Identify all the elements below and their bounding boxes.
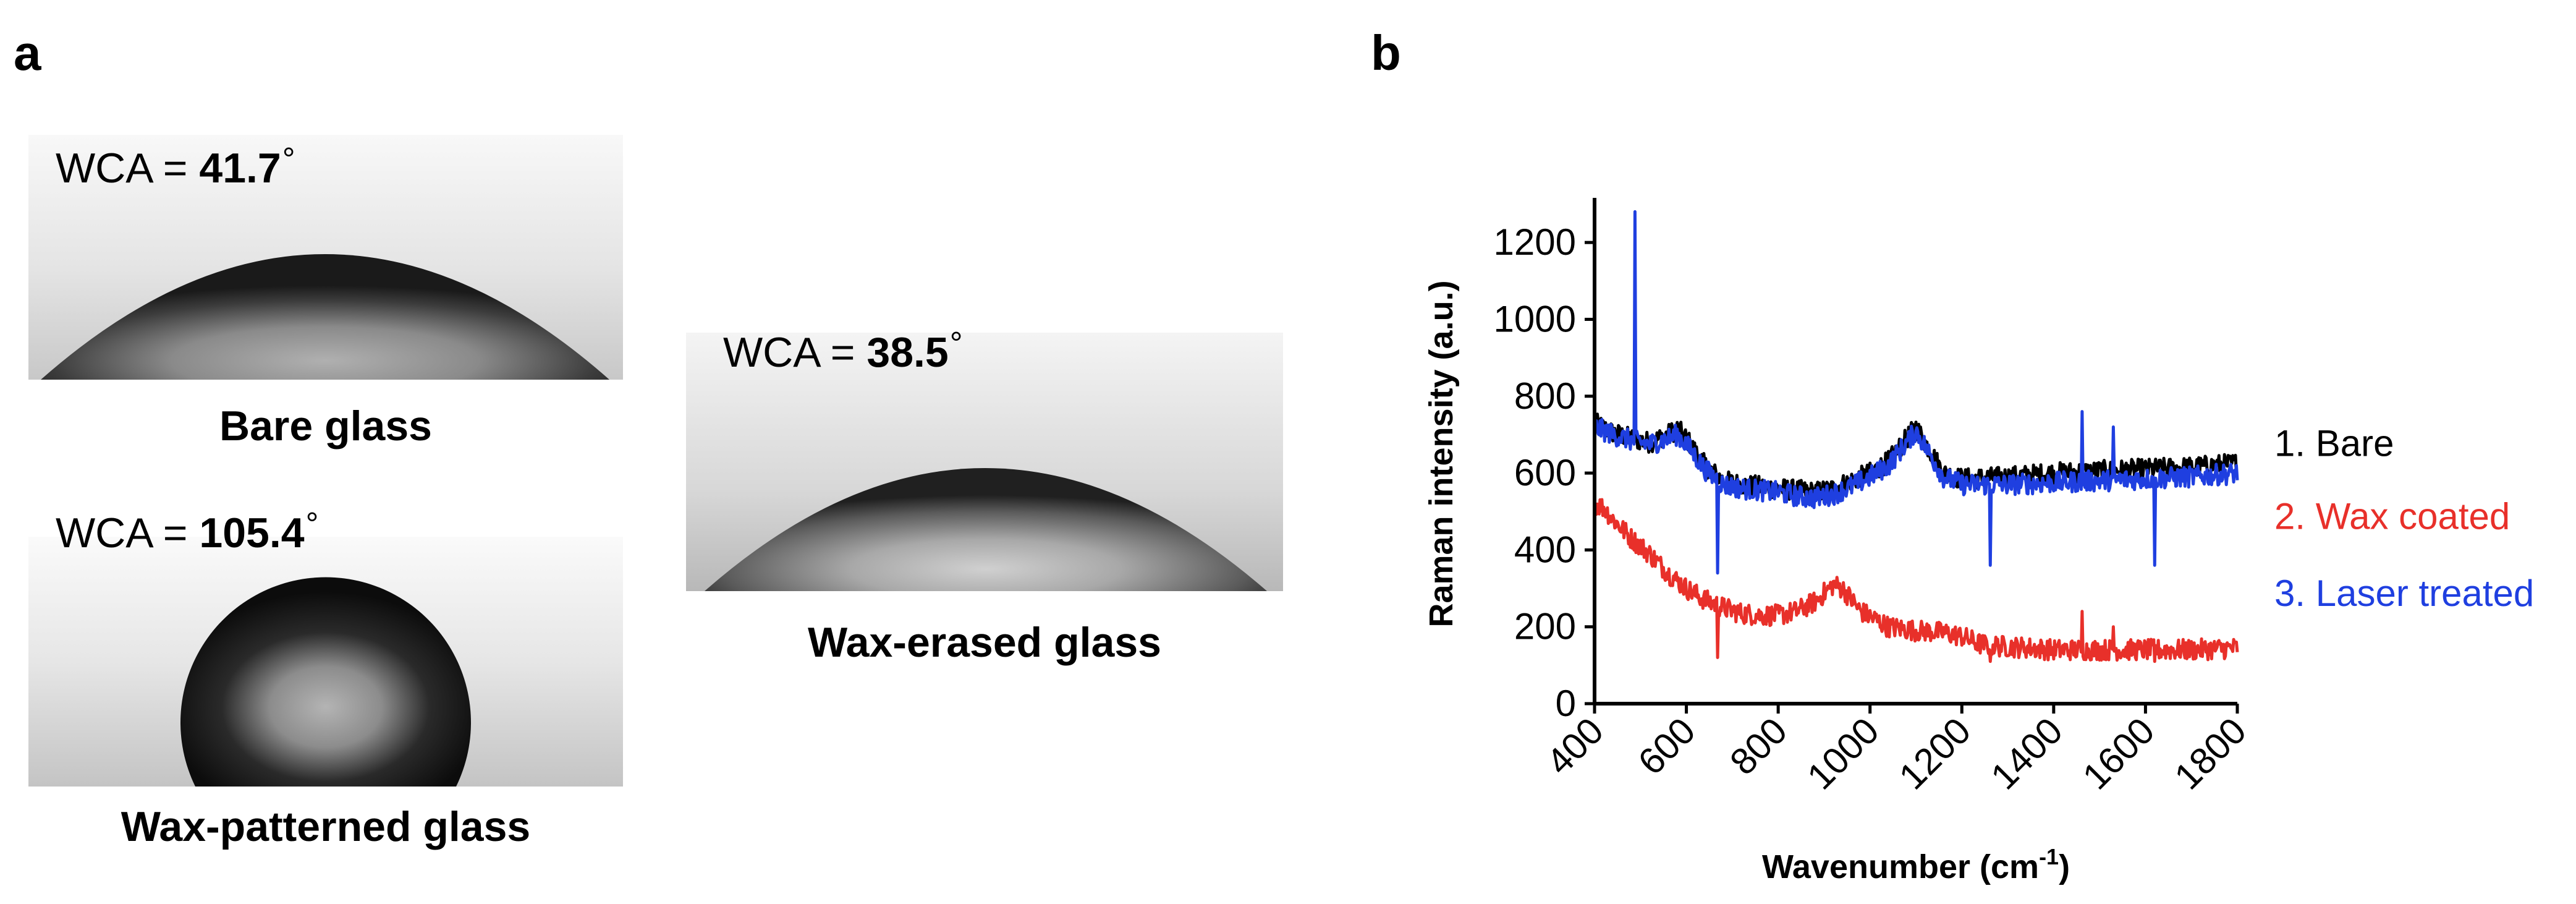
bare-glass-caption: Bare glass bbox=[219, 403, 432, 450]
y-tick-label: 0 bbox=[1556, 683, 1576, 724]
legend-entry-1: 1. Bare bbox=[2274, 422, 2394, 464]
x-axis-label-main: Wavenumber (cm bbox=[1762, 848, 2039, 885]
y-tick-label: 800 bbox=[1514, 375, 1576, 417]
series-line-3 bbox=[1593, 210, 2239, 575]
x-axis-label: Wavenumber (cm-1) bbox=[1762, 844, 2070, 885]
x-tick-label: 1800 bbox=[2166, 710, 2254, 798]
wax-patterned-glass-photo bbox=[28, 537, 623, 787]
y-tick-label: 1200 bbox=[1494, 221, 1576, 263]
y-axis-label: Raman intensity (a.u.) bbox=[1423, 280, 1460, 627]
y-tick-label: 600 bbox=[1514, 452, 1576, 493]
y-tick-label: 200 bbox=[1514, 606, 1576, 647]
x-tick-label: 1600 bbox=[2075, 710, 2163, 798]
wax-erased-glass-wca: WCA = 38.5° bbox=[723, 326, 963, 376]
x-tick-label: 800 bbox=[1722, 710, 1795, 783]
y-tick-label: 400 bbox=[1514, 529, 1576, 570]
x-tick-label: 1200 bbox=[1891, 710, 1979, 798]
bare-glass-photo bbox=[28, 135, 623, 380]
wax-patterned-glass-caption: Wax-patterned glass bbox=[121, 803, 531, 850]
wax-erased-glass-photo bbox=[686, 333, 1283, 591]
series-line-2 bbox=[1594, 498, 2239, 663]
panel-b-label: b bbox=[1371, 25, 1401, 80]
wax-patterned-glass-wca: WCA = 105.4° bbox=[56, 506, 319, 556]
x-tick-label: 1000 bbox=[1799, 710, 1887, 798]
panel-a-label: a bbox=[14, 25, 41, 80]
wax-erased-glass-caption: Wax-erased glass bbox=[808, 619, 1161, 666]
y-tick-label: 1000 bbox=[1494, 298, 1576, 339]
x-tick-label: 600 bbox=[1630, 710, 1703, 783]
legend-entry-2: 2. Wax coated bbox=[2274, 495, 2510, 537]
x-tick-label: 1400 bbox=[1983, 710, 2070, 798]
x-axis-label-sup: -1 bbox=[2039, 844, 2059, 869]
x-tick-label: 400 bbox=[1538, 710, 1611, 783]
x-axis-label-suffix: ) bbox=[2059, 848, 2070, 885]
legend-entry-3: 3. Laser treated bbox=[2274, 573, 2534, 614]
bare-glass-wca: WCA = 41.7° bbox=[56, 142, 295, 192]
